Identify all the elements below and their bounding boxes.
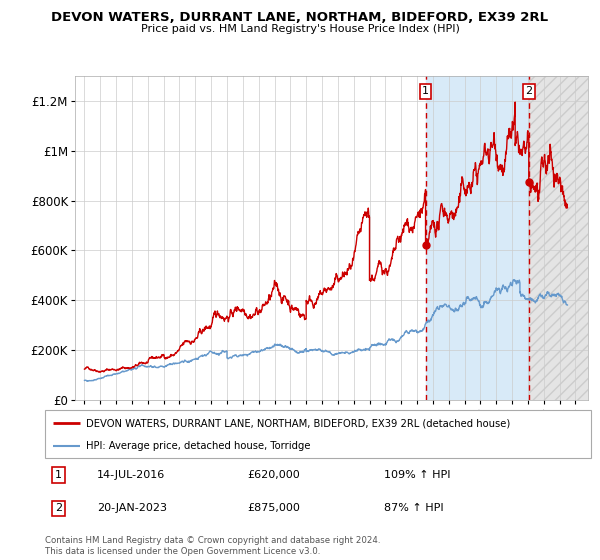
Text: DEVON WATERS, DURRANT LANE, NORTHAM, BIDEFORD, EX39 2RL (detached house): DEVON WATERS, DURRANT LANE, NORTHAM, BID… bbox=[86, 418, 510, 428]
Text: 1: 1 bbox=[55, 470, 62, 480]
Text: 87% ↑ HPI: 87% ↑ HPI bbox=[383, 503, 443, 514]
Text: 2: 2 bbox=[55, 503, 62, 514]
Text: DEVON WATERS, DURRANT LANE, NORTHAM, BIDEFORD, EX39 2RL: DEVON WATERS, DURRANT LANE, NORTHAM, BID… bbox=[52, 11, 548, 24]
Text: 14-JUL-2016: 14-JUL-2016 bbox=[97, 470, 165, 480]
Text: £620,000: £620,000 bbox=[247, 470, 300, 480]
Bar bbox=[425, 76, 529, 400]
Bar bbox=[529, 76, 588, 400]
Text: Contains HM Land Registry data © Crown copyright and database right 2024.
This d: Contains HM Land Registry data © Crown c… bbox=[45, 536, 380, 556]
Text: 2: 2 bbox=[525, 86, 532, 96]
Text: 20-JAN-2023: 20-JAN-2023 bbox=[97, 503, 167, 514]
Text: Price paid vs. HM Land Registry's House Price Index (HPI): Price paid vs. HM Land Registry's House … bbox=[140, 24, 460, 34]
Text: £875,000: £875,000 bbox=[247, 503, 300, 514]
Text: HPI: Average price, detached house, Torridge: HPI: Average price, detached house, Torr… bbox=[86, 441, 310, 451]
Text: 109% ↑ HPI: 109% ↑ HPI bbox=[383, 470, 450, 480]
Text: 1: 1 bbox=[422, 86, 429, 96]
